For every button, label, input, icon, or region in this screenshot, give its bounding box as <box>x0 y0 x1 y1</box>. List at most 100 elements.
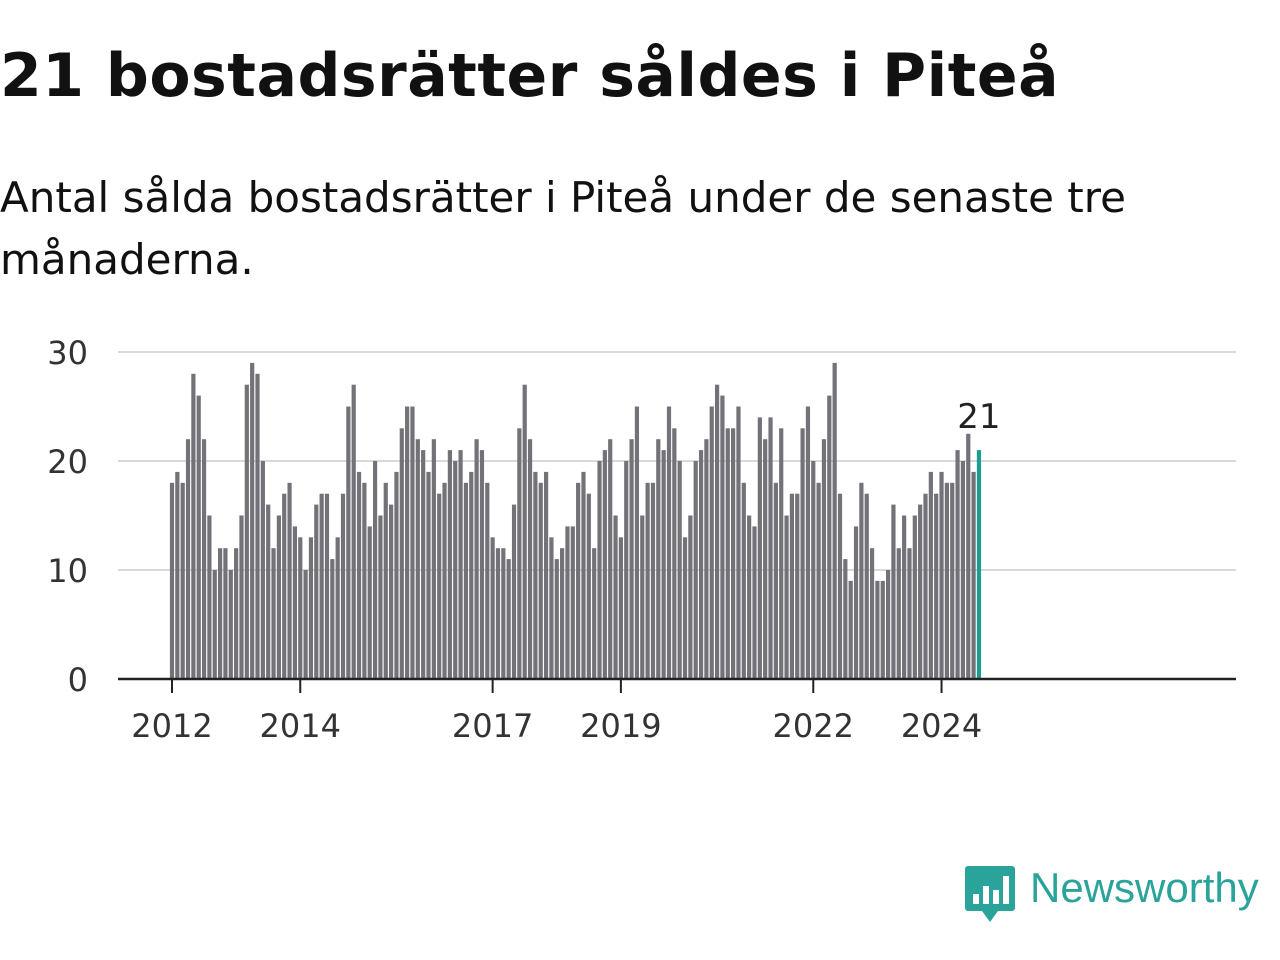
bar <box>330 559 335 679</box>
bar <box>356 471 362 679</box>
bar <box>902 515 907 679</box>
x-axis-labels: 2012 2014 2017 2019 2022 2024 <box>131 679 982 745</box>
bar <box>832 362 837 679</box>
x-tick-label: 2019 <box>580 707 661 745</box>
bar <box>276 515 281 679</box>
bar <box>394 471 399 679</box>
bar <box>955 450 960 679</box>
bar <box>560 548 565 679</box>
bar <box>517 428 522 679</box>
bar <box>656 439 661 679</box>
bar <box>714 384 720 679</box>
bar <box>779 428 784 679</box>
bar <box>479 450 485 679</box>
bar <box>346 406 351 679</box>
bar <box>228 570 233 679</box>
bar <box>581 471 586 679</box>
bar <box>624 461 629 679</box>
bar <box>880 580 885 679</box>
bar <box>421 450 426 679</box>
bar <box>896 548 901 679</box>
bar <box>250 362 255 679</box>
bar <box>180 482 185 679</box>
bar <box>944 482 949 679</box>
bar <box>495 548 501 679</box>
bar <box>399 428 404 679</box>
bar <box>169 482 175 679</box>
bar <box>485 482 490 679</box>
bar <box>308 537 314 679</box>
bar <box>223 548 228 679</box>
annotations: 21 <box>957 397 1000 437</box>
bar <box>693 461 698 679</box>
bar <box>950 482 955 679</box>
bar <box>966 433 971 679</box>
bar <box>314 504 319 679</box>
bar <box>324 493 330 679</box>
y-tick-label: 30 <box>47 334 88 372</box>
bar <box>586 493 591 679</box>
bar <box>271 548 276 679</box>
bar <box>458 450 463 679</box>
bar <box>570 526 575 679</box>
bar <box>763 439 768 679</box>
bar <box>960 461 966 679</box>
y-axis-labels: 0 10 20 30 <box>47 334 88 699</box>
bar <box>378 515 383 679</box>
bar <box>447 450 452 679</box>
bar <box>827 395 832 679</box>
bar <box>442 482 447 679</box>
bar <box>650 482 656 679</box>
bar <box>634 406 640 679</box>
y-tick-label: 10 <box>47 552 88 590</box>
bar <box>405 406 410 679</box>
chart-title: 21 bostadsrätter såldes i Piteå <box>0 41 1060 111</box>
bar <box>234 548 239 679</box>
bar <box>618 537 623 679</box>
bar <box>869 548 875 679</box>
bar <box>506 559 511 679</box>
bar <box>389 504 394 679</box>
bar <box>923 493 928 679</box>
x-tick-label: 2017 <box>452 707 533 745</box>
bar <box>613 515 618 679</box>
bar <box>747 515 752 679</box>
bar <box>292 526 298 679</box>
bar <box>907 548 912 679</box>
bar <box>527 439 533 679</box>
bar <box>629 439 634 679</box>
newsworthy-chat-bar-icon <box>965 866 1015 922</box>
bar <box>608 439 613 679</box>
bar <box>875 580 880 679</box>
bar <box>912 515 917 679</box>
bar <box>469 471 474 679</box>
bar <box>415 439 420 679</box>
y-tick-label: 0 <box>68 661 88 699</box>
bar <box>538 482 543 679</box>
bar <box>351 384 356 679</box>
bar <box>372 461 378 679</box>
bar <box>597 461 602 679</box>
bar <box>244 384 249 679</box>
bar <box>843 559 848 679</box>
bar <box>410 406 415 679</box>
bar <box>282 493 287 679</box>
bar <box>543 471 549 679</box>
bar <box>741 482 746 679</box>
bar <box>816 482 821 679</box>
y-tick-label: 20 <box>47 443 88 481</box>
latest-value-label: 21 <box>957 397 1000 437</box>
bar <box>196 395 201 679</box>
x-tick-label: 2024 <box>901 707 982 745</box>
bar <box>549 537 554 679</box>
bar <box>266 504 271 679</box>
bar <box>319 493 324 679</box>
bar <box>666 406 672 679</box>
bar <box>709 406 714 679</box>
bar <box>640 515 645 679</box>
bar <box>971 471 976 679</box>
bar <box>533 471 538 679</box>
bar <box>287 482 292 679</box>
bar <box>453 461 458 679</box>
